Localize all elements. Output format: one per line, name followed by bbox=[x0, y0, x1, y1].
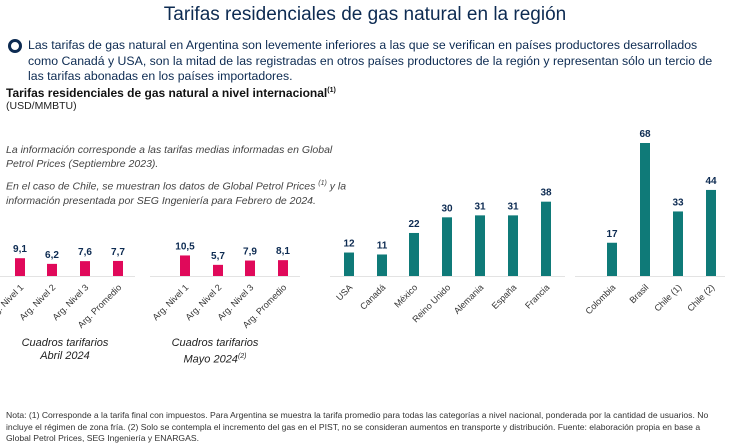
chart-title-text: Tarifas residenciales de gas natural a n… bbox=[6, 86, 328, 100]
group-label-abril-line1: Cuadros tarifarios bbox=[21, 337, 109, 349]
group-label-abril-line2: Abril 2024 bbox=[40, 350, 90, 362]
bar bbox=[113, 260, 123, 276]
data-label: 17 bbox=[606, 229, 618, 240]
data-label: 7,6 bbox=[78, 247, 92, 258]
chart-title-sup: (1) bbox=[327, 87, 336, 94]
x-tick-label: Colombia bbox=[583, 282, 617, 316]
bar bbox=[278, 260, 288, 276]
bar bbox=[245, 260, 255, 276]
chart-note-2-a: En el caso de Chile, se muestran los dat… bbox=[6, 180, 319, 193]
chart-note-1: La información corresponde a las tarifas… bbox=[6, 144, 333, 170]
data-label: 68 bbox=[639, 129, 651, 140]
chart-title: Tarifas residenciales de gas natural a n… bbox=[6, 86, 336, 100]
bar bbox=[377, 254, 387, 276]
data-label: 31 bbox=[474, 201, 486, 212]
chart-note-2: En el caso de Chile, se muestran los dat… bbox=[6, 177, 356, 208]
data-label: 12 bbox=[343, 239, 355, 250]
chart-note-2-b: y la información presentada por SEG Inge… bbox=[6, 180, 347, 207]
data-label: 5,7 bbox=[211, 251, 225, 262]
page-title: Tarifas residenciales de gas natural en … bbox=[163, 4, 567, 25]
circle-bullet-icon bbox=[8, 39, 22, 53]
group-label-mayo-line1: Cuadros tarifarios bbox=[171, 337, 259, 349]
group-label-mayo-line2: Mayo 2024(2) bbox=[160, 350, 270, 367]
bar bbox=[475, 215, 485, 276]
bar bbox=[409, 232, 419, 276]
data-label: 8,1 bbox=[276, 246, 290, 257]
data-label: 11 bbox=[377, 240, 388, 251]
bullet-point: Las tarifas de gas natural en Argentina … bbox=[8, 38, 724, 85]
x-tick-label: Brasil bbox=[627, 282, 650, 305]
bar bbox=[442, 217, 452, 276]
bar bbox=[673, 211, 683, 276]
footnote: Nota: (1) Corresponde a la tarifa final … bbox=[6, 410, 709, 443]
data-label: 31 bbox=[507, 201, 519, 212]
bullet-text: Las tarifas de gas natural en Argentina … bbox=[28, 38, 713, 83]
data-label: 44 bbox=[705, 176, 717, 187]
group-label-mayo-line2-text: Mayo 2024 bbox=[183, 353, 238, 366]
data-label: 30 bbox=[441, 203, 453, 214]
chart-unit: (USD/MMBTU) bbox=[6, 100, 77, 112]
group-label-mayo: Cuadros tarifarios Mayo 2024(2) bbox=[160, 337, 270, 367]
x-tick-label: Chile (2) bbox=[685, 282, 716, 313]
x-tick-label: Francia bbox=[523, 282, 551, 310]
data-label: 7,7 bbox=[111, 247, 125, 258]
bar bbox=[80, 261, 90, 276]
x-tick-label: Chile (1) bbox=[652, 282, 683, 313]
data-label: 33 bbox=[672, 197, 684, 208]
bar bbox=[47, 263, 57, 276]
bar bbox=[15, 258, 25, 276]
x-tick-label: Alemania bbox=[452, 282, 486, 316]
bar bbox=[180, 255, 190, 276]
data-label: 6,2 bbox=[45, 250, 59, 261]
bar bbox=[213, 264, 223, 276]
x-tick-label: España bbox=[490, 282, 519, 311]
x-tick-label: México bbox=[392, 282, 419, 309]
bar bbox=[640, 143, 650, 276]
x-tick-label: USA bbox=[334, 282, 354, 302]
data-label: 38 bbox=[540, 188, 552, 199]
x-tick-label: Canadá bbox=[358, 282, 387, 311]
bar bbox=[344, 252, 354, 276]
chart-note-2-sup: (1) bbox=[318, 180, 327, 187]
group-label-mayo-sup: (2) bbox=[237, 353, 247, 360]
bar bbox=[508, 215, 518, 276]
bar bbox=[607, 242, 617, 276]
data-label: 9,1 bbox=[13, 244, 27, 255]
data-label: 10,5 bbox=[175, 241, 195, 252]
bar bbox=[706, 189, 716, 276]
bar bbox=[541, 201, 551, 276]
data-label: 22 bbox=[408, 219, 420, 230]
group-label-abril: Cuadros tarifarios Abril 2024 bbox=[10, 337, 120, 363]
data-label: 7,9 bbox=[243, 247, 257, 258]
